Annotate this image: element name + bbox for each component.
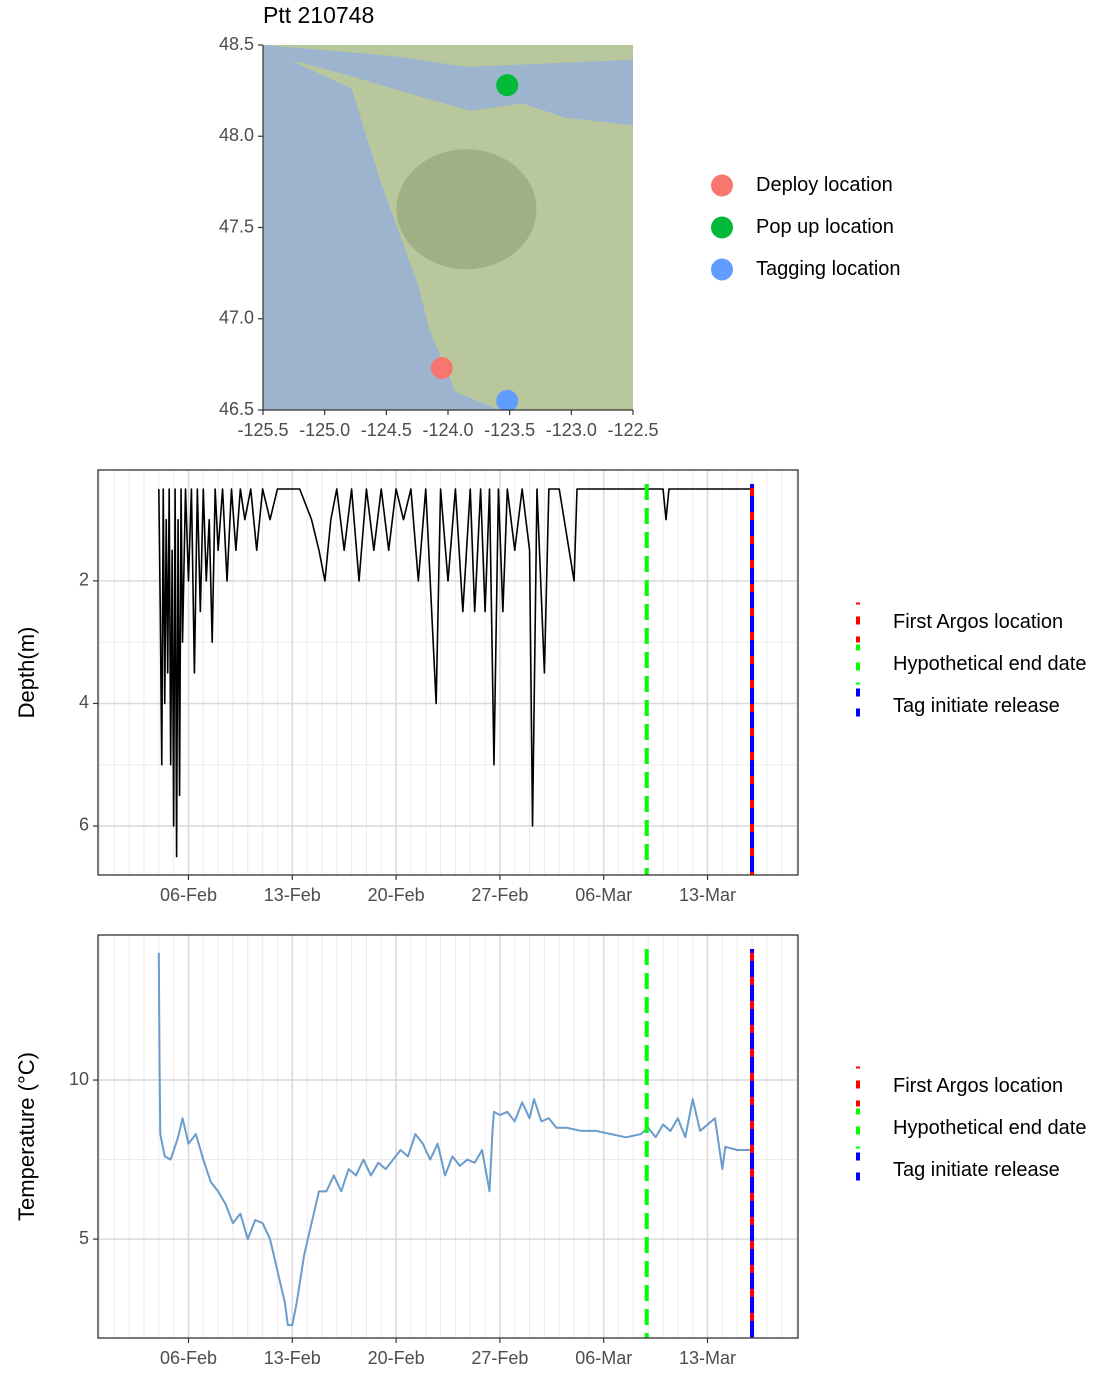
x-tick-label: 06-Feb: [160, 885, 217, 905]
x-tick-label: 27-Feb: [471, 885, 528, 905]
chart-title: Ptt 210748: [263, 2, 374, 28]
y-tick-label: 48.0: [219, 125, 254, 145]
y-tick-label: 6: [79, 815, 89, 835]
x-tick-label: 13-Feb: [264, 885, 321, 905]
location-point: [496, 389, 519, 410]
x-tick-label: -123.0: [546, 420, 597, 440]
y-tick-label: 4: [79, 692, 89, 712]
y-tick-label: 2: [79, 570, 89, 590]
plot-marks: [158, 484, 755, 875]
x-tick-label: -124.0: [422, 420, 473, 440]
map-land: [263, 45, 633, 67]
x-tick-label: -123.5: [484, 420, 535, 440]
x-tick-label: -122.5: [607, 420, 658, 440]
map-mountains: [396, 149, 537, 270]
legend-key: [711, 174, 733, 197]
x-tick-label: 13-Mar: [679, 1348, 736, 1368]
legend-key: [711, 258, 733, 281]
plot-border: [97, 469, 799, 876]
legend-key: [711, 216, 733, 239]
y-axis-title: Temperature (°C): [14, 1052, 39, 1221]
y-tick-label: 46.5: [219, 399, 254, 419]
x-tick-label: 20-Feb: [368, 885, 425, 905]
x-tick-label: 06-Mar: [575, 1348, 632, 1368]
location-point: [430, 357, 453, 380]
y-tick-label: 48.5: [219, 34, 254, 54]
plot-panel: [98, 935, 798, 1338]
x-tick-label: 06-Feb: [160, 1348, 217, 1368]
plot-marks: [430, 74, 519, 410]
x-tick-label: 13-Mar: [679, 885, 736, 905]
y-tick-label: 10: [69, 1069, 89, 1089]
legend-label: First Argos location: [893, 1075, 1063, 1097]
y-axis-title: Depth(m): [14, 627, 39, 719]
legend-label: Tag initiate release: [893, 695, 1060, 717]
x-tick-label: 13-Feb: [264, 1348, 321, 1368]
plot-border: [97, 934, 799, 1339]
legend-label: Tagging location: [756, 258, 901, 280]
y-tick-label: 47.0: [219, 308, 254, 328]
legend-label: Deploy location: [756, 174, 893, 196]
legend-label: First Argos location: [893, 611, 1063, 633]
x-tick-label: 20-Feb: [368, 1348, 425, 1368]
series-line: [158, 488, 753, 858]
y-tick-label: 5: [79, 1228, 89, 1248]
x-tick-label: 06-Mar: [575, 885, 632, 905]
legend-label: Tag initiate release: [893, 1159, 1060, 1181]
x-tick-label: -125.5: [237, 420, 288, 440]
y-tick-label: 47.5: [219, 216, 254, 236]
legend-label: Hypothetical end date: [893, 653, 1086, 675]
x-tick-label: 27-Feb: [471, 1348, 528, 1368]
legend-label: Pop up location: [756, 216, 894, 238]
x-tick-label: -124.5: [361, 420, 412, 440]
x-tick-label: -125.0: [299, 420, 350, 440]
location-point: [496, 74, 519, 97]
legend-label: Hypothetical end date: [893, 1117, 1086, 1139]
plot-marks: [157, 949, 755, 1338]
